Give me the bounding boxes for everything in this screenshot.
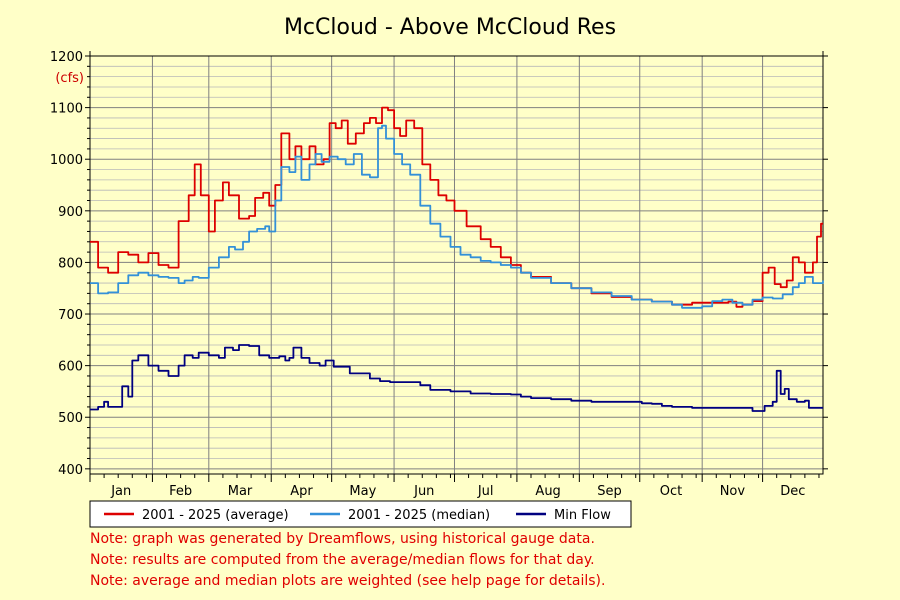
x-tick-label: Feb bbox=[169, 484, 192, 499]
series-layer bbox=[90, 106, 824, 412]
y-tick-label: 1100 bbox=[50, 102, 83, 117]
x-tick-label: Jan bbox=[110, 484, 131, 499]
grid bbox=[90, 55, 823, 474]
y-tick-label: 900 bbox=[58, 205, 83, 220]
legend-label-1: 2001 - 2025 (average) bbox=[142, 508, 289, 523]
legend: 2001 - 2025 (average) 2001 - 2025 (median… bbox=[89, 500, 632, 528]
x-tick-label: Mar bbox=[228, 484, 253, 499]
x-tick-label: Aug bbox=[535, 484, 560, 499]
chart-title: McCloud - Above McCloud Res bbox=[284, 15, 616, 40]
note-line-1: Note: graph was generated by Dreamflows,… bbox=[90, 531, 595, 547]
series-line-3 bbox=[90, 344, 823, 412]
y-tick-label: 600 bbox=[58, 360, 83, 375]
x-tick-label: Apr bbox=[290, 484, 313, 499]
y-axis-unit-label: (cfs) bbox=[55, 71, 84, 86]
y-tick-label: 1200 bbox=[50, 50, 83, 65]
note-line-2: Note: results are computed from the aver… bbox=[90, 552, 595, 568]
legend-label-2: 2001 - 2025 (median) bbox=[348, 508, 490, 523]
x-tick-label: Dec bbox=[780, 484, 805, 499]
y-tick-label: 500 bbox=[58, 411, 83, 426]
note-line-3: Note: average and median plots are weigh… bbox=[90, 573, 606, 589]
x-tick-label: Sep bbox=[597, 484, 622, 499]
x-axis-ticks: Jan Feb Mar Apr May Jun Jul Aug Sep Oct Nov Dec bbox=[89, 474, 820, 499]
series-line-2 bbox=[90, 124, 824, 309]
series-line-1 bbox=[90, 106, 823, 308]
x-tick-label: Jul bbox=[477, 484, 494, 499]
plot-border bbox=[89, 55, 824, 475]
notes: Note: graph was generated by Dreamflows,… bbox=[90, 529, 605, 592]
x-tick-label: Oct bbox=[660, 484, 682, 499]
y-tick-label: 1000 bbox=[50, 153, 83, 168]
x-tick-label: Nov bbox=[720, 484, 746, 499]
y-axis-ticks: 400 500 600 700 800 900 1000 1100 1200 bbox=[50, 50, 828, 478]
x-tick-label: Jun bbox=[413, 484, 434, 499]
y-tick-label: 400 bbox=[58, 463, 83, 478]
legend-label-3: Min Flow bbox=[554, 508, 611, 523]
y-tick-label: 700 bbox=[58, 308, 83, 323]
x-tick-label: May bbox=[349, 484, 376, 499]
y-tick-label: 800 bbox=[58, 256, 83, 271]
